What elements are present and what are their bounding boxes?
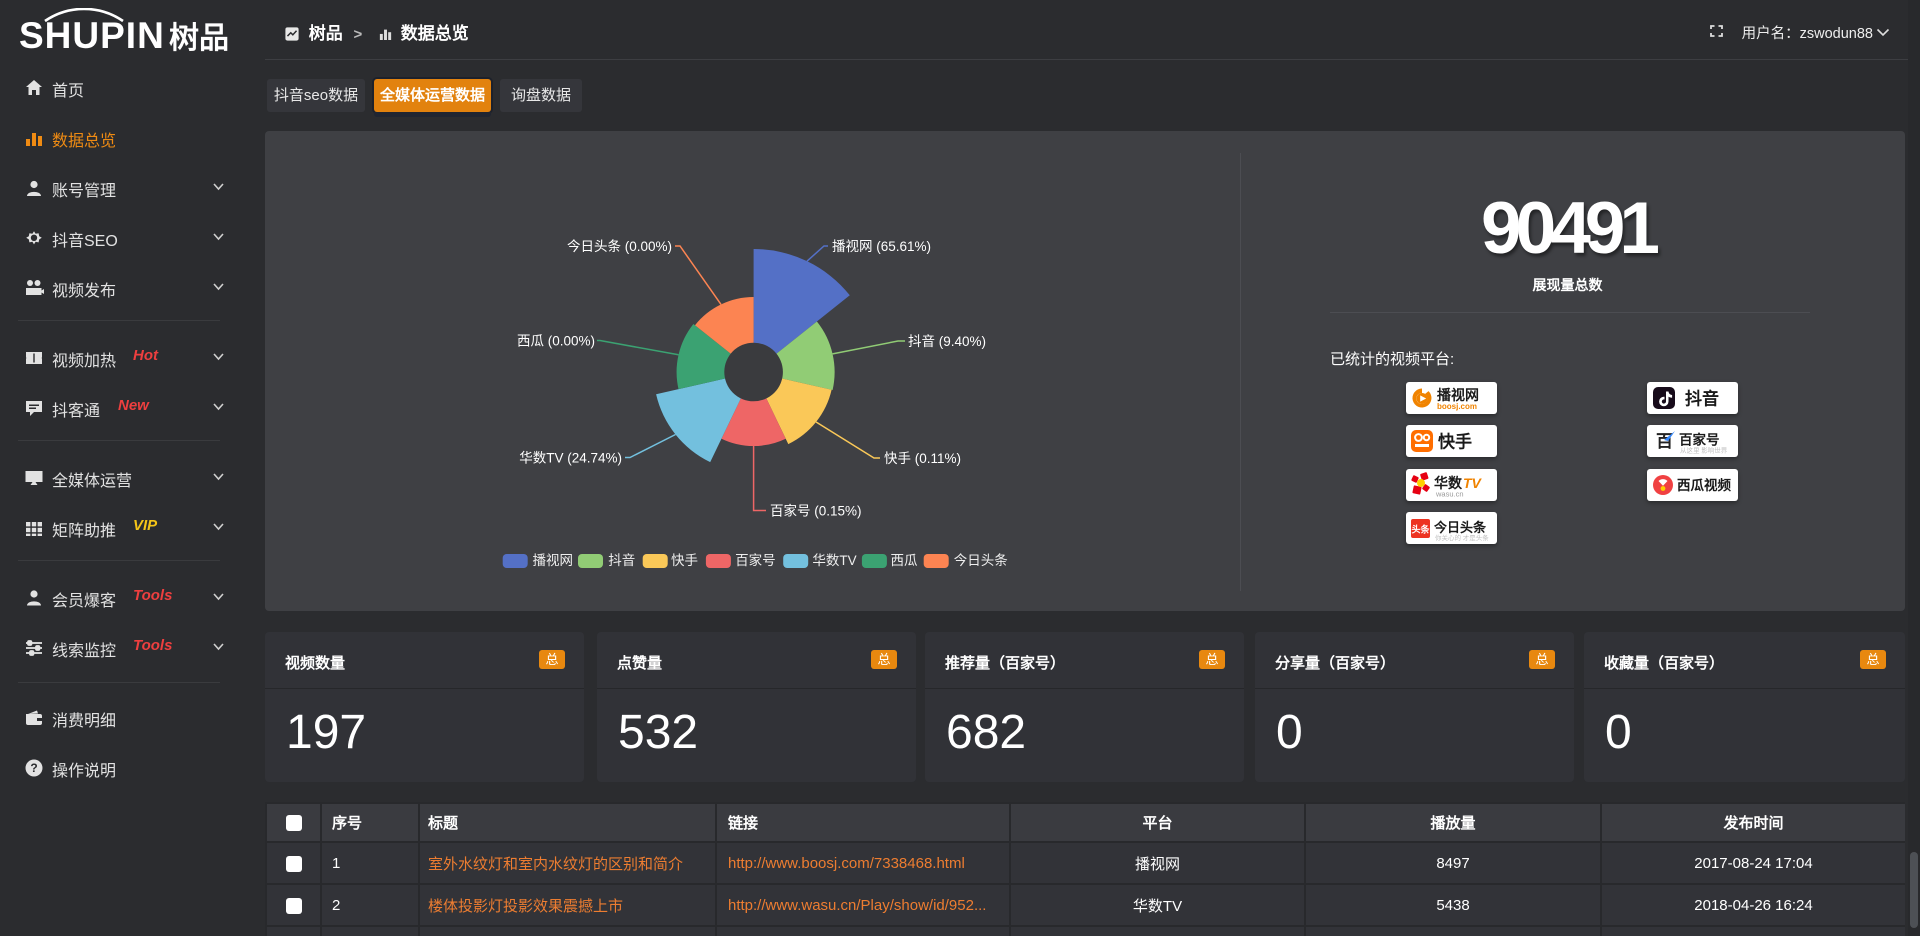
svg-text:wasu.cn: wasu.cn — [1435, 490, 1464, 499]
svg-text:?: ? — [30, 761, 37, 775]
svg-text:快手: 快手 — [671, 553, 698, 568]
svg-text:TV: TV — [1463, 475, 1483, 491]
svg-text:西瓜视频: 西瓜视频 — [1677, 477, 1731, 493]
svg-text:百家号: 百家号 — [1679, 432, 1720, 448]
svg-text:华数TV: 华数TV — [812, 553, 856, 568]
svg-text:从这里 影响世界: 从这里 影响世界 — [1680, 446, 1728, 455]
svg-text:树品: 树品 — [169, 22, 229, 54]
svg-text:你关心的 才是头条: 你关心的 才是头条 — [1435, 533, 1489, 542]
svg-text:今日头条: 今日头条 — [1433, 520, 1487, 535]
svg-text:抖音: 抖音 — [1685, 389, 1719, 409]
svg-text:抖音 (9.40%): 抖音 (9.40%) — [908, 333, 986, 349]
svg-text:百家号: 百家号 — [735, 552, 776, 568]
svg-text:华数TV (24.74%): 华数TV (24.74%) — [519, 451, 622, 466]
svg-text:今日头条: 今日头条 — [954, 552, 1008, 568]
svg-text:播视网 (65.61%): 播视网 (65.61%) — [832, 239, 931, 254]
svg-text:抖音: 抖音 — [608, 552, 635, 568]
svg-text:今日头条 (0.00%): 今日头条 (0.00%) — [567, 238, 672, 254]
svg-text:华数: 华数 — [1434, 475, 1463, 491]
svg-text:SHUPIN: SHUPIN — [19, 15, 165, 54]
svg-text:播视网: 播视网 — [1437, 387, 1479, 403]
svg-text:头条: 头条 — [1411, 524, 1430, 535]
svg-text:百家号 (0.15%): 百家号 (0.15%) — [770, 503, 862, 519]
svg-text:西瓜: 西瓜 — [891, 553, 919, 568]
svg-text:快手: 快手 — [1438, 432, 1472, 452]
svg-text:西瓜 (0.00%): 西瓜 (0.00%) — [517, 334, 595, 349]
svg-text:boosj.com: boosj.com — [1437, 402, 1477, 411]
svg-text:播视网: 播视网 — [533, 553, 574, 568]
svg-text:快手 (0.11%): 快手 (0.11%) — [884, 451, 961, 466]
